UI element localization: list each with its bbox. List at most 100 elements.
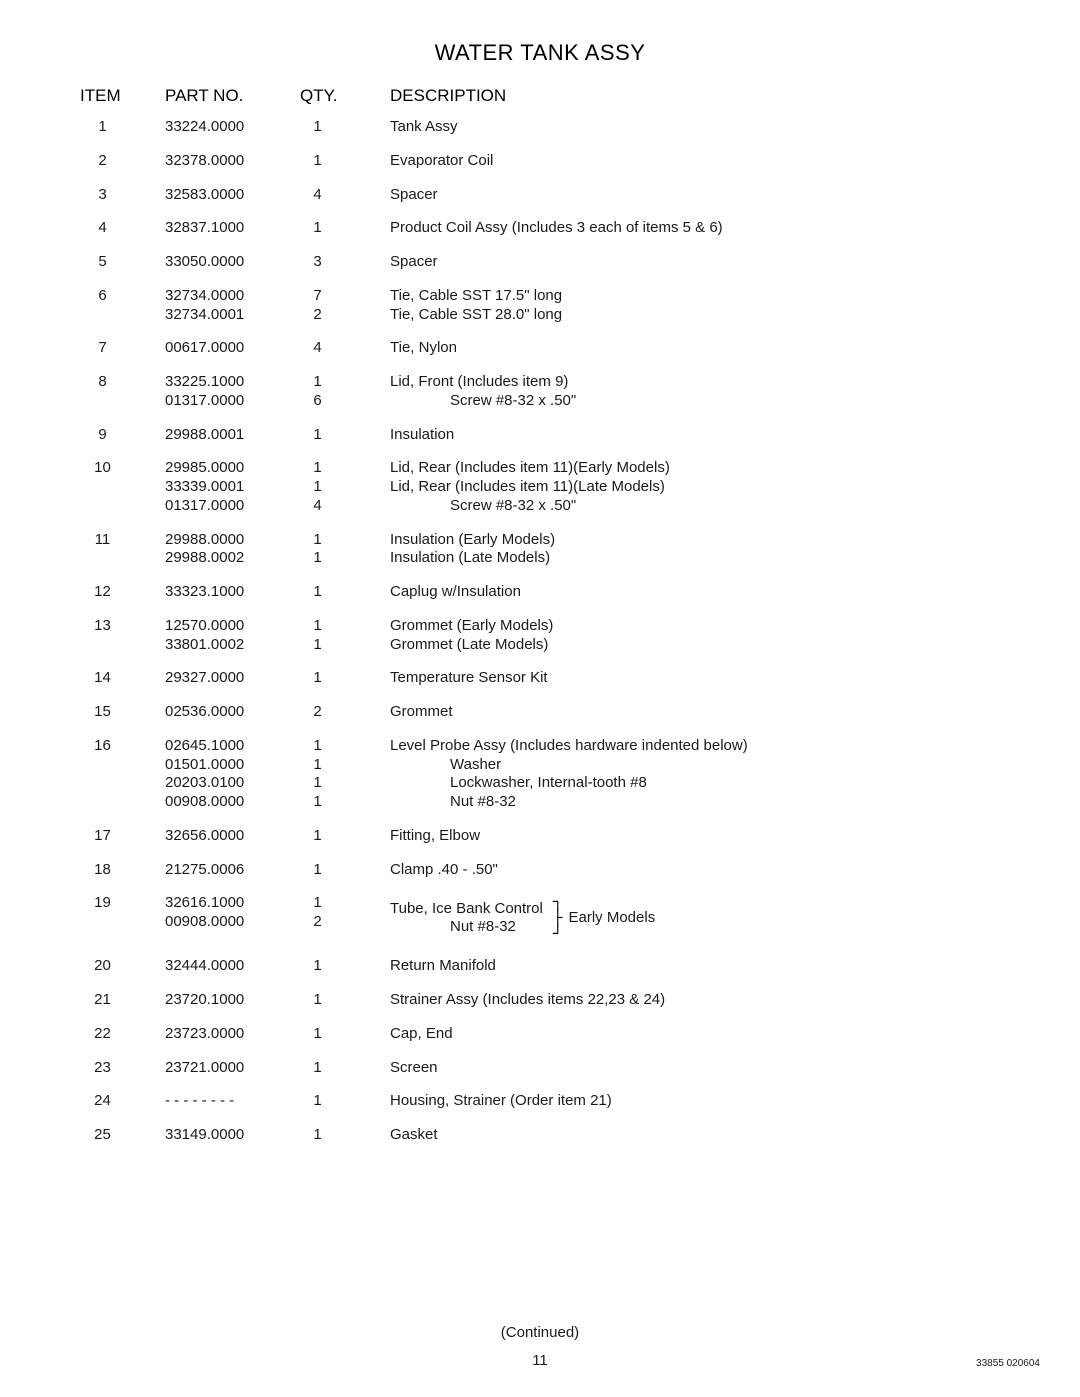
table-row: 1602645.100001501.000020203.010000908.00…: [80, 737, 1000, 812]
cell-partno: 23720.1000: [165, 991, 300, 1010]
cell-partno: 32656.0000: [165, 827, 300, 846]
cell-partno: 32837.1000: [165, 219, 300, 238]
cell-qty: 1: [300, 1025, 390, 1044]
cell-item: 9: [80, 426, 165, 445]
cell-description: Level Probe Assy (Includes hardware inde…: [390, 737, 1000, 812]
cell-qty: 4: [300, 339, 390, 358]
cell-description: Evaporator Coil: [390, 152, 1000, 171]
table-row: 1502536.00002Grommet: [80, 703, 1000, 722]
cell-partno: 33323.1000: [165, 583, 300, 602]
cell-qty: 11: [300, 617, 390, 655]
cell-qty: 1: [300, 1126, 390, 1145]
table-row: 232378.00001Evaporator Coil: [80, 152, 1000, 171]
cell-partno: 23723.0000: [165, 1025, 300, 1044]
cell-item: 11: [80, 531, 165, 569]
cell-description: Product Coil Assy (Includes 3 each of it…: [390, 219, 1000, 238]
cell-description: Clamp .40 - .50": [390, 861, 1000, 880]
table-row: 1233323.10001Caplug w/Insulation: [80, 583, 1000, 602]
cell-description: Spacer: [390, 186, 1000, 205]
table-row: 1312570.000033801.000211Grommet (Early M…: [80, 617, 1000, 655]
cell-item: 10: [80, 459, 165, 515]
cell-partno: - - - - - - - -: [165, 1092, 300, 1111]
cell-description: Tank Assy: [390, 118, 1000, 137]
cell-item: 14: [80, 669, 165, 688]
table-row: 929988.00011Insulation: [80, 426, 1000, 445]
cell-description: Gasket: [390, 1126, 1000, 1145]
table-row: 24- - - - - - - -1Housing, Strainer (Ord…: [80, 1092, 1000, 1111]
cell-qty: 2: [300, 703, 390, 722]
cell-qty: 1: [300, 669, 390, 688]
cell-item: 21: [80, 991, 165, 1010]
cell-partno: 32616.100000908.0000: [165, 894, 300, 942]
table-row: 700617.00004Tie, Nylon: [80, 339, 1000, 358]
cell-qty: 1: [300, 1059, 390, 1078]
cell-description: Caplug w/Insulation: [390, 583, 1000, 602]
table-row: 533050.00003Spacer: [80, 253, 1000, 272]
cell-description: Strainer Assy (Includes items 22,23 & 24…: [390, 991, 1000, 1010]
table-row: 2323721.00001Screen: [80, 1059, 1000, 1078]
bracket-group: Tube, Ice Bank ControlNut #8-32┐├┘Early …: [390, 894, 655, 942]
continued-label: (Continued): [0, 1324, 1080, 1341]
table-body: 133224.00001Tank Assy232378.00001Evapora…: [80, 118, 1000, 1145]
cell-item: 6: [80, 287, 165, 325]
table-row: 1429327.00001Temperature Sensor Kit: [80, 669, 1000, 688]
cell-partno: 32734.000032734.0001: [165, 287, 300, 325]
cell-qty: 1: [300, 152, 390, 171]
table-row: 133224.00001Tank Assy: [80, 118, 1000, 137]
cell-qty: 1: [300, 1092, 390, 1111]
table-header-row: ITEM PART NO. QTY. DESCRIPTION: [80, 86, 1000, 106]
cell-description: Return Manifold: [390, 957, 1000, 976]
cell-partno: 21275.0006: [165, 861, 300, 880]
cell-qty: 3: [300, 253, 390, 272]
cell-description: Spacer: [390, 253, 1000, 272]
table-row: 2032444.00001Return Manifold: [80, 957, 1000, 976]
footer-code: 33855 020604: [976, 1358, 1040, 1369]
header-partno: PART NO.: [165, 86, 300, 106]
cell-qty: 72: [300, 287, 390, 325]
table-row: 1932616.100000908.000012Tube, Ice Bank C…: [80, 894, 1000, 942]
cell-item: 17: [80, 827, 165, 846]
cell-item: 25: [80, 1126, 165, 1145]
bracket-label: Early Models: [569, 909, 656, 928]
cell-qty: 1: [300, 827, 390, 846]
cell-qty: 16: [300, 373, 390, 411]
cell-item: 7: [80, 339, 165, 358]
cell-qty: 1: [300, 426, 390, 445]
cell-description: Tube, Ice Bank ControlNut #8-32┐├┘Early …: [390, 894, 1000, 942]
cell-description: Tie, Cable SST 17.5" longTie, Cable SST …: [390, 287, 1000, 325]
cell-partno: 23721.0000: [165, 1059, 300, 1078]
table-row: 1029985.000033339.000101317.0000114Lid, …: [80, 459, 1000, 515]
cell-partno: 33224.0000: [165, 118, 300, 137]
table-row: 2123720.10001Strainer Assy (Includes ite…: [80, 991, 1000, 1010]
cell-partno: 32583.0000: [165, 186, 300, 205]
cell-qty: 1: [300, 991, 390, 1010]
cell-partno: 02645.100001501.000020203.010000908.0000: [165, 737, 300, 812]
cell-description: Cap, End: [390, 1025, 1000, 1044]
cell-qty: 1: [300, 118, 390, 137]
cell-partno: 00617.0000: [165, 339, 300, 358]
table-row: 833225.100001317.000016Lid, Front (Inclu…: [80, 373, 1000, 411]
cell-qty: 12: [300, 894, 390, 942]
cell-item: 3: [80, 186, 165, 205]
cell-item: 16: [80, 737, 165, 812]
cell-qty: 1111: [300, 737, 390, 812]
cell-description: Insulation (Early Models)Insulation (Lat…: [390, 531, 1000, 569]
cell-partno: 32444.0000: [165, 957, 300, 976]
cell-qty: 114: [300, 459, 390, 515]
cell-partno: 33050.0000: [165, 253, 300, 272]
cell-partno: 12570.000033801.0002: [165, 617, 300, 655]
bracket-icon: ┐├┘: [553, 894, 563, 942]
cell-partno: 29985.000033339.000101317.0000: [165, 459, 300, 515]
cell-partno: 33149.0000: [165, 1126, 300, 1145]
cell-partno: 32378.0000: [165, 152, 300, 171]
cell-item: 15: [80, 703, 165, 722]
cell-description: Tie, Nylon: [390, 339, 1000, 358]
cell-item: 1: [80, 118, 165, 137]
cell-description: Screen: [390, 1059, 1000, 1078]
cell-item: 5: [80, 253, 165, 272]
cell-partno: 29988.0001: [165, 426, 300, 445]
cell-item: 13: [80, 617, 165, 655]
cell-description: Fitting, Elbow: [390, 827, 1000, 846]
page-title: WATER TANK ASSY: [80, 40, 1000, 66]
cell-item: 18: [80, 861, 165, 880]
